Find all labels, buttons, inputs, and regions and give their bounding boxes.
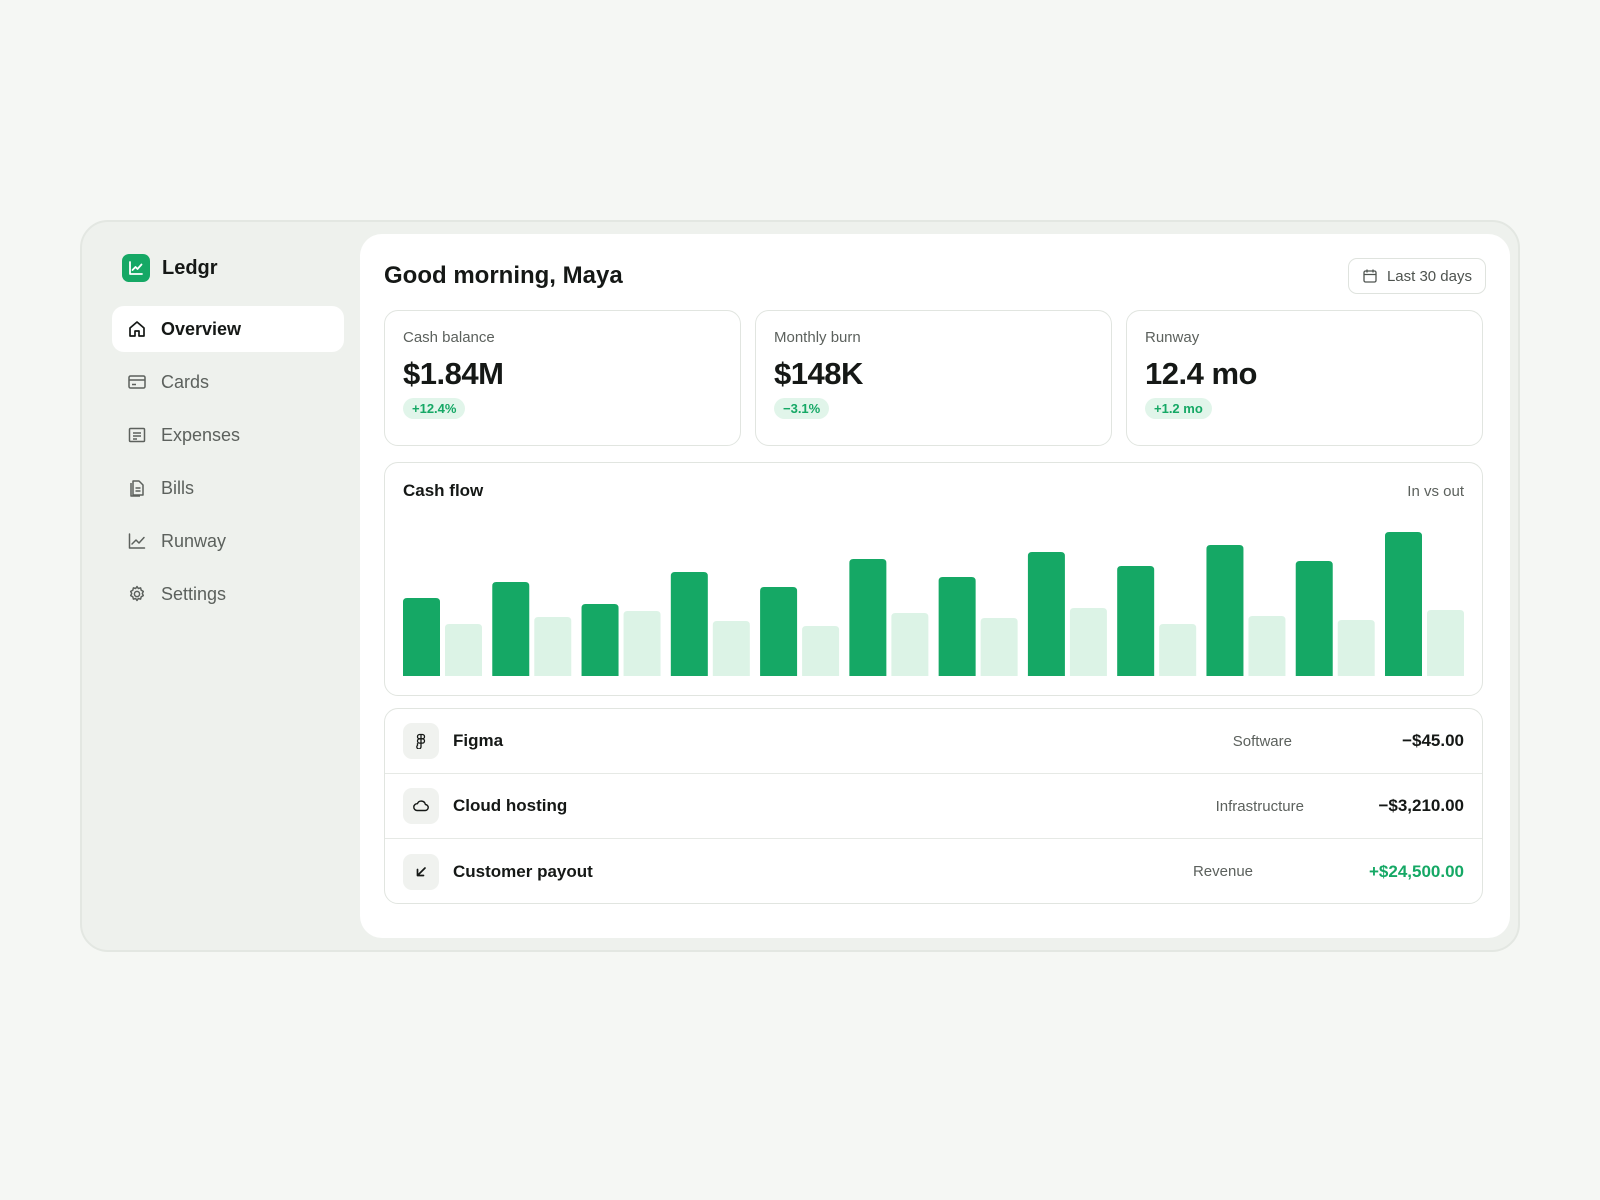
stat-card-monthly-burn[interactable]: Monthly burn $148K −3.1%: [755, 310, 1112, 446]
cash-out-bar[interactable]: [623, 611, 661, 676]
stat-card-runway[interactable]: Runway 12.4 mo +1.2 mo: [1126, 310, 1483, 446]
sidebar-item-runway[interactable]: Runway: [112, 518, 344, 564]
transaction-name: Figma: [453, 731, 504, 750]
cash-in-bar[interactable]: [670, 572, 708, 676]
stat-value: $1.84M: [403, 356, 504, 391]
cash-in-bar[interactable]: [760, 587, 798, 676]
cash-out-bar[interactable]: [445, 624, 482, 676]
transaction-amount: −$45.00: [1402, 731, 1464, 750]
stat-cards: Cash balance $1.84M +12.4% Monthly burn …: [384, 310, 1483, 446]
sidebar-item-label: Overview: [161, 318, 242, 339]
document-icon: [126, 477, 148, 499]
stat-card-cash-balance[interactable]: Cash balance $1.84M +12.4%: [384, 310, 741, 446]
transaction-name: Cloud hosting: [453, 796, 568, 815]
calendar-icon: [1362, 268, 1378, 284]
figma-icon: [403, 723, 439, 759]
app-window: Ledgr Overview Cards Expenses: [80, 220, 1520, 952]
cash-out-bar[interactable]: [1159, 624, 1197, 676]
sidebar-item-label: Bills: [161, 477, 195, 498]
cash-in-bar[interactable]: [581, 604, 619, 676]
cash-in-bar[interactable]: [1027, 552, 1065, 676]
cash-out-bar[interactable]: [712, 621, 750, 676]
page-title: Good morning, Maya: [384, 262, 623, 289]
cash-out-bar[interactable]: [980, 618, 1018, 676]
sidebar-item-label: Cards: [161, 371, 210, 392]
transaction-row[interactable]: Customer payout Revenue +$24,500.00: [385, 839, 1482, 903]
transaction-category: Revenue: [1192, 863, 1253, 880]
gear-icon: [126, 583, 148, 605]
cash-in-bar[interactable]: [849, 559, 887, 676]
cash-flow-chart: [403, 532, 1464, 676]
cash-in-bar[interactable]: [938, 577, 976, 676]
sidebar-item-label: Runway: [161, 530, 227, 551]
stat-label: Monthly burn: [774, 329, 861, 346]
sidebar-item-settings[interactable]: Settings: [112, 571, 344, 617]
cash-in-bar[interactable]: [1295, 561, 1333, 676]
transaction-amount: +$24,500.00: [1368, 861, 1464, 881]
cash-flow-chart-card: Cash flow In vs out: [384, 462, 1483, 696]
cash-out-bar[interactable]: [1069, 608, 1107, 676]
trend-chart-icon: [126, 530, 148, 552]
sidebar-item-cards[interactable]: Cards: [112, 359, 344, 405]
app-name: Ledgr: [162, 256, 218, 279]
sidebar: Ledgr Overview Cards Expenses: [112, 252, 344, 624]
cash-out-bar[interactable]: [802, 626, 840, 676]
cash-out-bar[interactable]: [1337, 620, 1375, 676]
logo-icon: [122, 254, 150, 282]
date-range-button[interactable]: Last 30 days: [1347, 258, 1486, 294]
brand[interactable]: Ledgr: [122, 252, 344, 284]
date-range-label: Last 30 days: [1386, 267, 1472, 285]
chart-title: Cash flow: [403, 481, 484, 500]
stat-delta-badge: +1.2 mo: [1145, 398, 1212, 419]
home-icon: [126, 318, 148, 340]
sidebar-item-label: Expenses: [161, 424, 241, 445]
stat-label: Runway: [1145, 329, 1200, 346]
cloud-icon: [403, 788, 439, 824]
cash-out-bar[interactable]: [1248, 616, 1286, 676]
cash-in-bar[interactable]: [1117, 566, 1155, 676]
stat-delta-badge: +12.4%: [403, 398, 466, 419]
transaction-name: Customer payout: [453, 861, 593, 881]
sidebar-item-overview[interactable]: Overview: [112, 306, 344, 352]
stat-value: $148K: [774, 356, 863, 391]
cash-in-bar[interactable]: [492, 582, 530, 676]
stat-value: 12.4 mo: [1145, 356, 1257, 391]
cash-out-bar[interactable]: [891, 613, 929, 676]
transaction-row[interactable]: Figma Software −$45.00: [385, 709, 1482, 774]
sidebar-item-label: Settings: [161, 583, 227, 604]
cash-out-bar[interactable]: [534, 617, 572, 676]
transactions-list: Figma Software −$45.00 Cloud hosting Inf…: [384, 708, 1483, 904]
receipt-icon: [126, 424, 148, 446]
sidebar-item-expenses[interactable]: Expenses: [112, 412, 344, 458]
chart-subtitle: In vs out: [1407, 483, 1464, 500]
transaction-category: Infrastructure: [1215, 797, 1304, 815]
stat-delta-badge: −3.1%: [774, 398, 830, 419]
cash-in-bar[interactable]: [1206, 545, 1244, 676]
sidebar-item-bills[interactable]: Bills: [112, 465, 344, 511]
main-panel: Good morning, Maya Last 30 days Cash bal…: [360, 234, 1510, 938]
cash-in-bar[interactable]: [403, 598, 440, 676]
cash-in-bar[interactable]: [1385, 532, 1422, 676]
cash-out-bar[interactable]: [1427, 610, 1464, 676]
transaction-category: Software: [1232, 732, 1292, 750]
sidebar-nav: Overview Cards Expenses Bills: [112, 306, 344, 617]
card-icon: [126, 371, 148, 393]
transaction-row[interactable]: Cloud hosting Infrastructure −$3,210.00: [385, 774, 1482, 839]
transaction-amount: −$3,210.00: [1378, 796, 1464, 815]
stat-label: Cash balance: [403, 329, 495, 346]
arrow-down-left-icon: [403, 853, 439, 890]
